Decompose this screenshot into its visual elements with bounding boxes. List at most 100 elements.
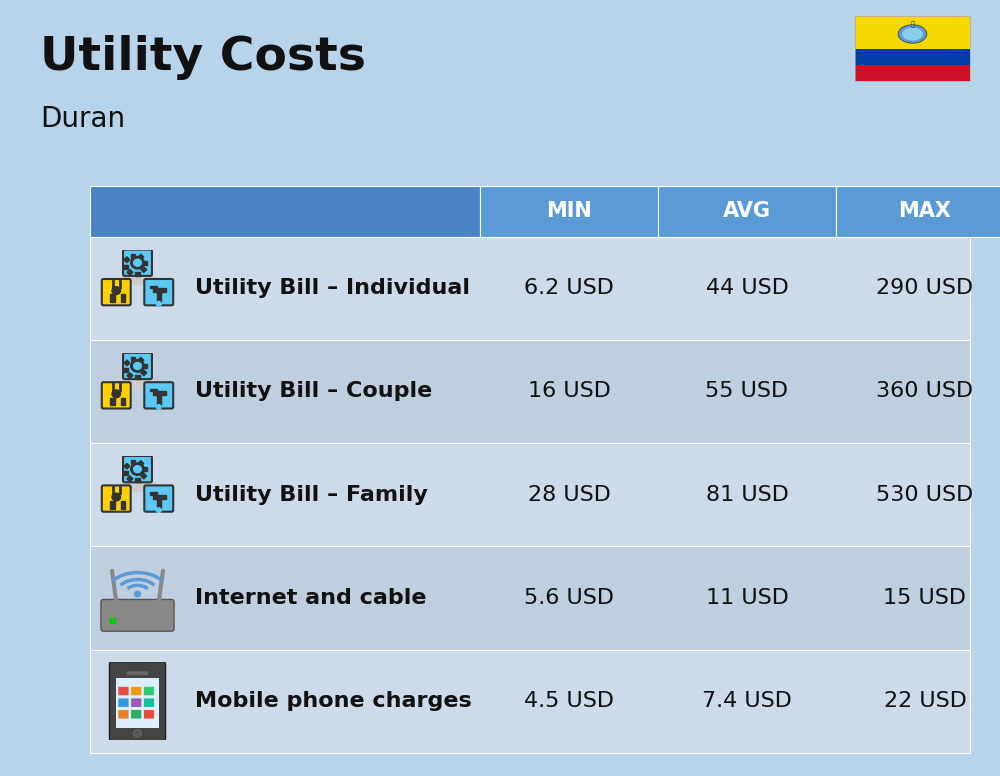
Bar [138, 461, 144, 466]
Bar [127, 372, 133, 378]
Bar [90, 650, 970, 753]
Bar [141, 370, 147, 376]
Bar [123, 265, 128, 268]
Bar [90, 340, 970, 443]
Text: MIN: MIN [546, 202, 592, 221]
Circle shape [135, 731, 140, 736]
FancyBboxPatch shape [101, 599, 174, 631]
Circle shape [112, 287, 120, 294]
Circle shape [131, 360, 144, 372]
Bar [120, 379, 132, 384]
FancyBboxPatch shape [118, 710, 129, 719]
Bar [124, 257, 130, 262]
Circle shape [134, 466, 141, 473]
Bar [123, 471, 128, 475]
Bar [127, 618, 132, 622]
Bar [123, 368, 128, 372]
Text: 290 USD: 290 USD [876, 279, 974, 298]
FancyBboxPatch shape [118, 687, 129, 695]
Circle shape [134, 729, 141, 736]
FancyBboxPatch shape [123, 250, 152, 276]
Bar [131, 460, 135, 464]
Circle shape [156, 301, 161, 306]
Bar [143, 379, 154, 384]
Text: 5.6 USD: 5.6 USD [524, 588, 614, 608]
Bar [150, 390, 157, 391]
FancyBboxPatch shape [102, 383, 131, 408]
Bar [127, 476, 133, 481]
Circle shape [131, 463, 144, 476]
Bar [90, 546, 970, 650]
Circle shape [112, 390, 120, 397]
Bar [150, 493, 157, 495]
Bar [135, 478, 140, 482]
Text: 530 USD: 530 USD [876, 485, 974, 504]
FancyBboxPatch shape [102, 486, 131, 511]
FancyBboxPatch shape [102, 279, 131, 305]
FancyBboxPatch shape [123, 353, 152, 379]
FancyBboxPatch shape [144, 687, 154, 695]
Text: 6.2 USD: 6.2 USD [524, 279, 614, 298]
Bar [138, 255, 144, 260]
Bar [150, 286, 157, 288]
Bar [110, 501, 115, 508]
Bar [120, 397, 125, 405]
Bar [855, 48, 970, 65]
Text: Utility Costs: Utility Costs [40, 35, 366, 80]
Circle shape [134, 259, 141, 266]
Bar [135, 272, 140, 275]
FancyBboxPatch shape [109, 662, 166, 740]
Bar [124, 360, 130, 365]
Text: 81 USD: 81 USD [706, 485, 788, 504]
Circle shape [129, 460, 146, 476]
Bar [138, 358, 144, 363]
Text: 22 USD: 22 USD [884, 691, 966, 711]
Bar [110, 618, 115, 622]
Bar [141, 473, 147, 479]
Text: 7.4 USD: 7.4 USD [702, 691, 792, 711]
FancyBboxPatch shape [144, 279, 173, 305]
Bar [110, 294, 115, 302]
Bar [131, 357, 135, 361]
Text: AVG: AVG [723, 202, 771, 221]
Bar [132, 472, 143, 491]
Bar [480, 186, 658, 237]
Bar [120, 276, 132, 281]
Circle shape [134, 362, 141, 369]
Text: 4.5 USD: 4.5 USD [524, 691, 614, 711]
Bar [836, 186, 1000, 237]
Bar [120, 501, 125, 508]
Bar [153, 288, 166, 292]
Ellipse shape [898, 25, 927, 43]
Bar [658, 186, 836, 237]
Circle shape [135, 591, 140, 597]
Text: 11 USD: 11 USD [706, 588, 788, 608]
Bar [124, 463, 130, 469]
Bar [110, 397, 115, 405]
Circle shape [156, 404, 161, 409]
Bar [143, 483, 154, 487]
Bar [157, 497, 161, 508]
Text: Internet and cable: Internet and cable [195, 588, 426, 608]
Bar [135, 375, 140, 379]
Bar [120, 483, 132, 487]
Text: 360 USD: 360 USD [876, 382, 974, 401]
Text: 44 USD: 44 USD [706, 279, 788, 298]
Bar [153, 495, 166, 498]
Text: 15 USD: 15 USD [883, 588, 966, 608]
Text: 28 USD: 28 USD [528, 485, 610, 504]
Text: 16 USD: 16 USD [528, 382, 610, 401]
Bar [141, 267, 147, 272]
Text: Utility Bill – Individual: Utility Bill – Individual [195, 279, 470, 298]
Circle shape [129, 357, 146, 372]
Bar [116, 678, 159, 728]
Text: 55 USD: 55 USD [705, 382, 789, 401]
Ellipse shape [902, 27, 923, 40]
Bar [157, 290, 161, 302]
FancyBboxPatch shape [131, 687, 141, 695]
Text: Duran: Duran [40, 105, 125, 133]
Bar [120, 294, 125, 302]
FancyBboxPatch shape [127, 671, 148, 675]
Bar [855, 65, 970, 81]
FancyBboxPatch shape [123, 456, 152, 483]
